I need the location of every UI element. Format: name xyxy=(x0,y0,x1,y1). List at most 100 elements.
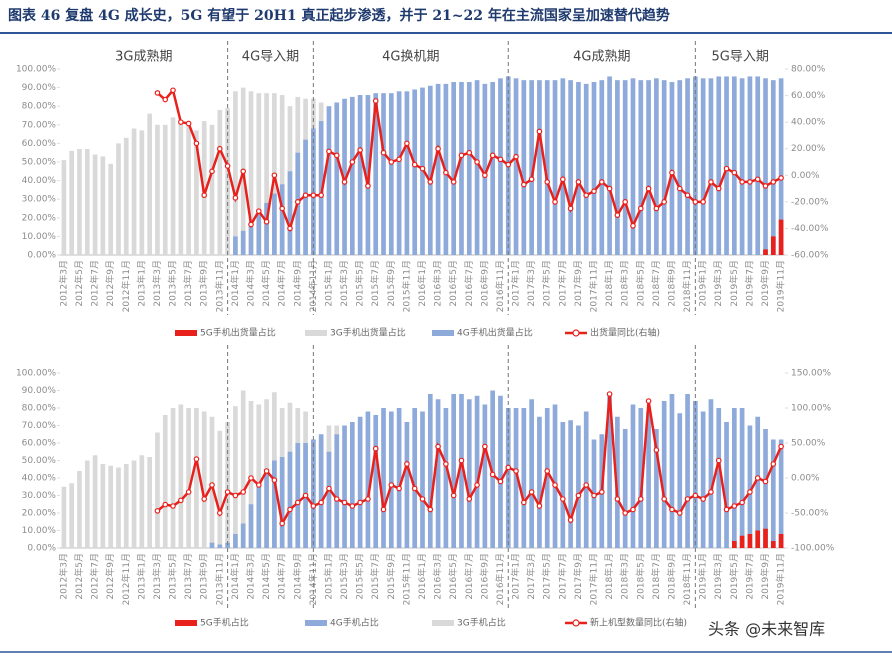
bar xyxy=(61,486,67,548)
bar xyxy=(755,76,761,255)
x-tick-label: 2017年9月 xyxy=(572,260,584,307)
bar xyxy=(108,465,114,548)
line-marker xyxy=(349,159,356,165)
legend-label: 3G手机占比 xyxy=(457,617,506,629)
line-marker xyxy=(560,496,566,502)
x-tick-label: 2019年3月 xyxy=(712,260,724,307)
bar xyxy=(739,535,745,548)
bar xyxy=(256,93,262,256)
bar xyxy=(615,80,620,255)
x-tick-label: 2013年9月 xyxy=(198,260,210,307)
bar xyxy=(240,230,246,255)
legend-label: 3G手机出货量占比 xyxy=(330,327,406,339)
line-marker xyxy=(762,478,769,485)
bar xyxy=(552,404,558,548)
y2-tick-label: 40.00% xyxy=(791,118,826,128)
bar xyxy=(194,408,199,548)
line-marker xyxy=(170,503,176,509)
x-tick-label: 2016年3月 xyxy=(432,553,444,600)
legend-swatch xyxy=(432,330,454,336)
bar xyxy=(295,443,301,548)
line-marker xyxy=(536,128,543,135)
y-tick-label: 80.00% xyxy=(22,404,57,414)
line-marker xyxy=(583,482,590,488)
x-tick-label: 2015年11月 xyxy=(400,260,412,312)
bar xyxy=(755,416,761,548)
line-marker xyxy=(248,221,254,228)
bar xyxy=(661,80,667,255)
line-marker xyxy=(185,489,192,495)
y2-tick-label: 50.00% xyxy=(791,439,826,449)
line-marker xyxy=(536,503,543,509)
line-marker xyxy=(240,489,246,495)
x-tick-label: 2016年3月 xyxy=(432,260,444,307)
line-marker xyxy=(458,457,465,464)
bar xyxy=(162,124,168,255)
bar xyxy=(778,78,784,255)
x-tick-label: 2018年5月 xyxy=(634,260,646,307)
x-tick-label: 2014年9月 xyxy=(291,553,303,600)
bar xyxy=(155,432,160,548)
line-marker xyxy=(669,506,675,513)
bar xyxy=(404,422,410,548)
bar xyxy=(466,82,472,256)
line-marker xyxy=(684,192,691,199)
bar xyxy=(693,76,698,255)
y-tick-label: 50.00% xyxy=(22,158,57,168)
bar xyxy=(482,83,488,255)
line-marker xyxy=(294,499,301,506)
y2-tick-label: -100.00% xyxy=(791,544,835,554)
bar xyxy=(498,395,503,548)
x-tick-label: 2014年5月 xyxy=(260,260,272,307)
line-marker xyxy=(255,482,262,488)
bar xyxy=(731,541,737,548)
x-tick-label: 2017年5月 xyxy=(541,260,553,307)
line-marker xyxy=(388,482,395,488)
y2-tick-label: 0.00% xyxy=(791,474,820,484)
bar xyxy=(466,399,472,548)
bar xyxy=(552,80,558,255)
bar xyxy=(513,78,519,255)
bar xyxy=(162,415,168,548)
x-tick-label: 2019年7月 xyxy=(743,260,755,307)
x-tick-label: 2018年7月 xyxy=(650,260,662,307)
x-tick-label: 2013年3月 xyxy=(151,260,163,307)
bar xyxy=(123,137,129,255)
line-marker xyxy=(419,496,426,502)
line-marker xyxy=(217,510,223,516)
line-marker xyxy=(676,510,683,516)
bar xyxy=(443,408,449,548)
line-marker xyxy=(263,468,270,474)
x-tick-label: 2013年11月 xyxy=(213,260,225,312)
bar xyxy=(513,408,519,548)
line-marker xyxy=(770,461,777,467)
x-tick-label: 2017年5月 xyxy=(541,553,553,600)
bar xyxy=(763,78,768,255)
line-marker xyxy=(747,179,753,185)
bar xyxy=(217,430,223,548)
bar xyxy=(482,404,488,548)
bar xyxy=(256,404,262,548)
line-marker xyxy=(715,457,722,464)
bar xyxy=(233,91,238,255)
x-tick-label: 2013年1月 xyxy=(135,553,147,600)
legend-label: 4G手机出货量占比 xyxy=(457,327,533,339)
x-tick-label: 2019年11月 xyxy=(775,553,787,605)
bar xyxy=(739,78,745,255)
bar xyxy=(334,102,340,255)
line-marker xyxy=(365,496,371,502)
line-marker xyxy=(731,503,738,509)
bar xyxy=(139,455,145,548)
watermark: 头条 @未来智库 xyxy=(708,620,825,639)
bar xyxy=(568,80,573,255)
line-marker xyxy=(404,140,410,147)
bar xyxy=(178,122,184,255)
bar xyxy=(607,76,612,255)
bar xyxy=(272,460,277,548)
bar xyxy=(77,148,82,255)
line-marker xyxy=(575,179,582,185)
bar xyxy=(201,411,207,548)
line-marker xyxy=(224,489,231,495)
bar xyxy=(186,122,191,255)
